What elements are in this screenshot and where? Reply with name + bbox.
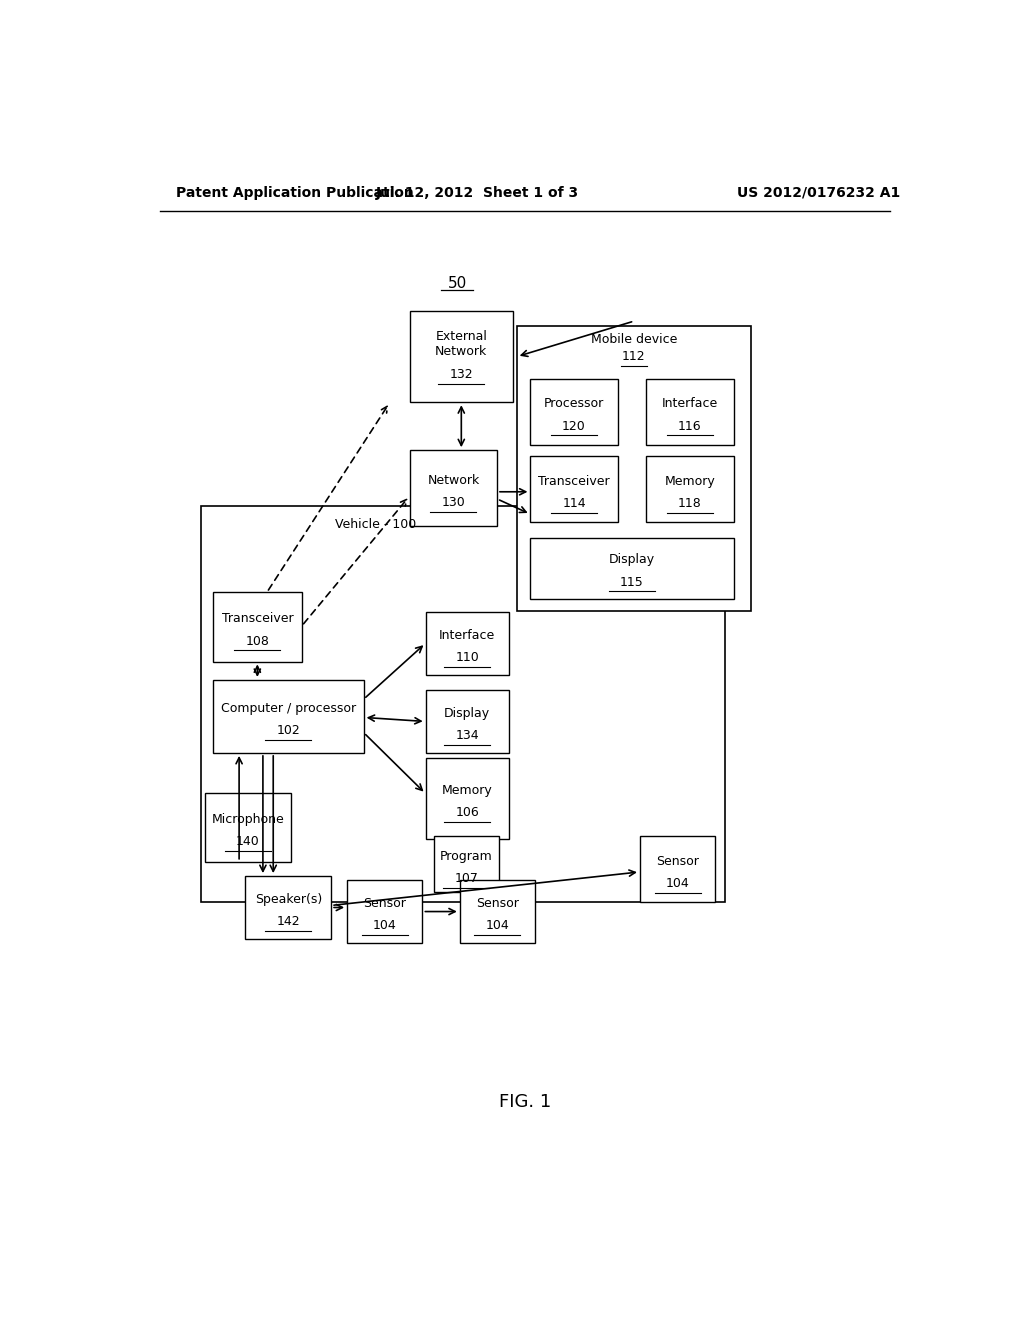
FancyArrowPatch shape — [270, 756, 276, 871]
Text: Interface: Interface — [662, 397, 718, 411]
Text: Microphone: Microphone — [212, 813, 285, 825]
Text: Interface: Interface — [439, 628, 496, 642]
FancyBboxPatch shape — [426, 690, 509, 752]
FancyArrowPatch shape — [260, 756, 266, 871]
Text: 132: 132 — [450, 368, 473, 381]
Text: 118: 118 — [678, 496, 701, 510]
FancyArrowPatch shape — [334, 870, 635, 906]
Text: 108: 108 — [246, 635, 269, 648]
Text: 104: 104 — [373, 919, 396, 932]
Text: 130: 130 — [441, 496, 465, 510]
Text: Memory: Memory — [665, 475, 715, 487]
FancyBboxPatch shape — [410, 312, 513, 403]
FancyBboxPatch shape — [201, 506, 725, 903]
Text: 142: 142 — [276, 915, 300, 928]
FancyArrowPatch shape — [366, 735, 422, 791]
FancyArrowPatch shape — [268, 407, 387, 590]
Text: Patent Application Publication: Patent Application Publication — [176, 186, 414, 199]
Text: Program: Program — [440, 850, 493, 863]
FancyArrowPatch shape — [500, 488, 525, 495]
FancyArrowPatch shape — [366, 647, 422, 697]
Text: Transceiver: Transceiver — [539, 475, 610, 487]
FancyBboxPatch shape — [460, 880, 536, 942]
Text: 104: 104 — [666, 876, 689, 890]
FancyBboxPatch shape — [530, 457, 617, 523]
Text: 114: 114 — [562, 496, 586, 510]
Text: 50: 50 — [447, 276, 467, 290]
Text: Speaker(s): Speaker(s) — [255, 892, 322, 906]
FancyBboxPatch shape — [246, 876, 331, 939]
FancyBboxPatch shape — [433, 837, 500, 892]
Text: Transceiver: Transceiver — [221, 612, 293, 626]
Text: Vehicle - 100: Vehicle - 100 — [335, 517, 416, 531]
Text: 110: 110 — [456, 651, 479, 664]
Text: 140: 140 — [236, 836, 260, 847]
FancyBboxPatch shape — [530, 379, 617, 445]
FancyArrowPatch shape — [459, 407, 464, 445]
Text: Display: Display — [609, 553, 655, 566]
Text: Sensor: Sensor — [656, 855, 699, 867]
FancyBboxPatch shape — [530, 537, 733, 598]
Text: 112: 112 — [623, 350, 646, 363]
FancyBboxPatch shape — [646, 379, 733, 445]
Text: Sensor: Sensor — [476, 896, 519, 909]
FancyBboxPatch shape — [410, 450, 497, 527]
Text: Display: Display — [444, 706, 490, 719]
Text: Sensor: Sensor — [364, 896, 407, 909]
Text: 115: 115 — [621, 576, 644, 589]
FancyArrowPatch shape — [254, 667, 260, 675]
Text: Network: Network — [427, 474, 479, 487]
FancyBboxPatch shape — [347, 880, 423, 942]
Text: 106: 106 — [456, 807, 479, 820]
Text: Mobile device: Mobile device — [591, 333, 677, 346]
Text: Computer / processor: Computer / processor — [221, 702, 356, 714]
FancyBboxPatch shape — [640, 837, 715, 903]
FancyArrowPatch shape — [237, 758, 242, 859]
FancyBboxPatch shape — [426, 758, 509, 840]
Text: 104: 104 — [485, 919, 509, 932]
Text: FIG. 1: FIG. 1 — [499, 1093, 551, 1110]
Text: 107: 107 — [455, 873, 478, 884]
FancyBboxPatch shape — [205, 792, 291, 862]
Text: 120: 120 — [562, 420, 586, 433]
FancyBboxPatch shape — [517, 326, 751, 611]
Text: Jul. 12, 2012  Sheet 1 of 3: Jul. 12, 2012 Sheet 1 of 3 — [376, 186, 579, 199]
FancyArrowPatch shape — [425, 908, 455, 915]
Text: Memory: Memory — [442, 784, 493, 797]
FancyBboxPatch shape — [213, 680, 364, 752]
FancyBboxPatch shape — [646, 457, 733, 523]
FancyBboxPatch shape — [426, 611, 509, 675]
Text: 102: 102 — [276, 725, 300, 737]
FancyArrowPatch shape — [303, 499, 407, 624]
Text: US 2012/0176232 A1: US 2012/0176232 A1 — [737, 186, 900, 199]
FancyArrowPatch shape — [369, 715, 421, 723]
Text: External
Network: External Network — [435, 330, 487, 359]
Text: Processor: Processor — [544, 397, 604, 411]
FancyArrowPatch shape — [500, 500, 526, 512]
Text: 134: 134 — [456, 729, 479, 742]
FancyBboxPatch shape — [213, 593, 302, 661]
FancyArrowPatch shape — [521, 322, 632, 356]
FancyArrowPatch shape — [334, 904, 342, 911]
Text: 116: 116 — [678, 420, 701, 433]
